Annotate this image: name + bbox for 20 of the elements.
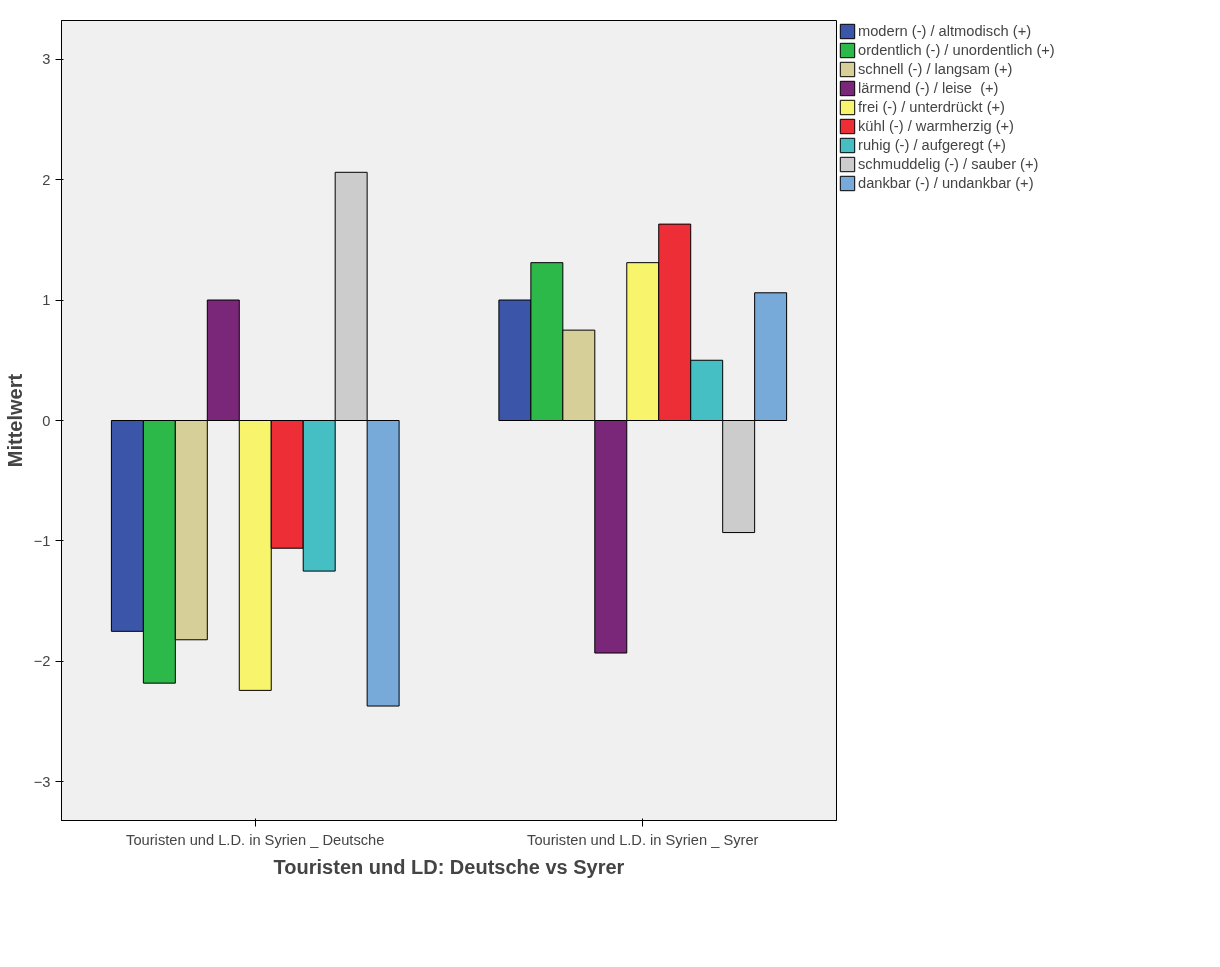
legend-label: schnell (-) / langsam (+) [858,61,1013,77]
y-tick-label: −3 [33,773,51,790]
x-tick-label: Touristen und L.D. in Syrien _ Deutsche [126,831,385,848]
legend-label: ordentlich (-) / unordentlich (+) [858,42,1055,58]
legend-label: ruhig (-) / aufgeregt (+) [858,137,1006,153]
legend-label: kühl (-) / warmherzig (+) [858,118,1014,134]
legend-label: frei (-) / unterdrückt (+) [858,99,1005,115]
y-tick-label: −1 [33,532,51,549]
legend-label: schmuddelig (-) / sauber (+) [858,156,1039,172]
x-axis-title: Touristen und LD: Deutsche vs Syrer [273,855,625,878]
y-tick-label: 1 [42,292,51,309]
y-tick-label: −2 [33,653,51,670]
y-tick-label: 0 [42,412,51,429]
y-axis-title: Mittelwert [3,373,26,468]
legend-label: dankbar (-) / undankbar (+) [858,175,1034,191]
y-tick-label: 3 [42,51,51,68]
y-tick-label: 2 [42,171,51,188]
legend-label: lärmend (-) / leise (+) [858,80,999,96]
legend-label: modern (-) / altmodisch (+) [858,23,1032,39]
x-tick-label: Touristen und L.D. in Syrien _ Syrer [527,831,759,848]
